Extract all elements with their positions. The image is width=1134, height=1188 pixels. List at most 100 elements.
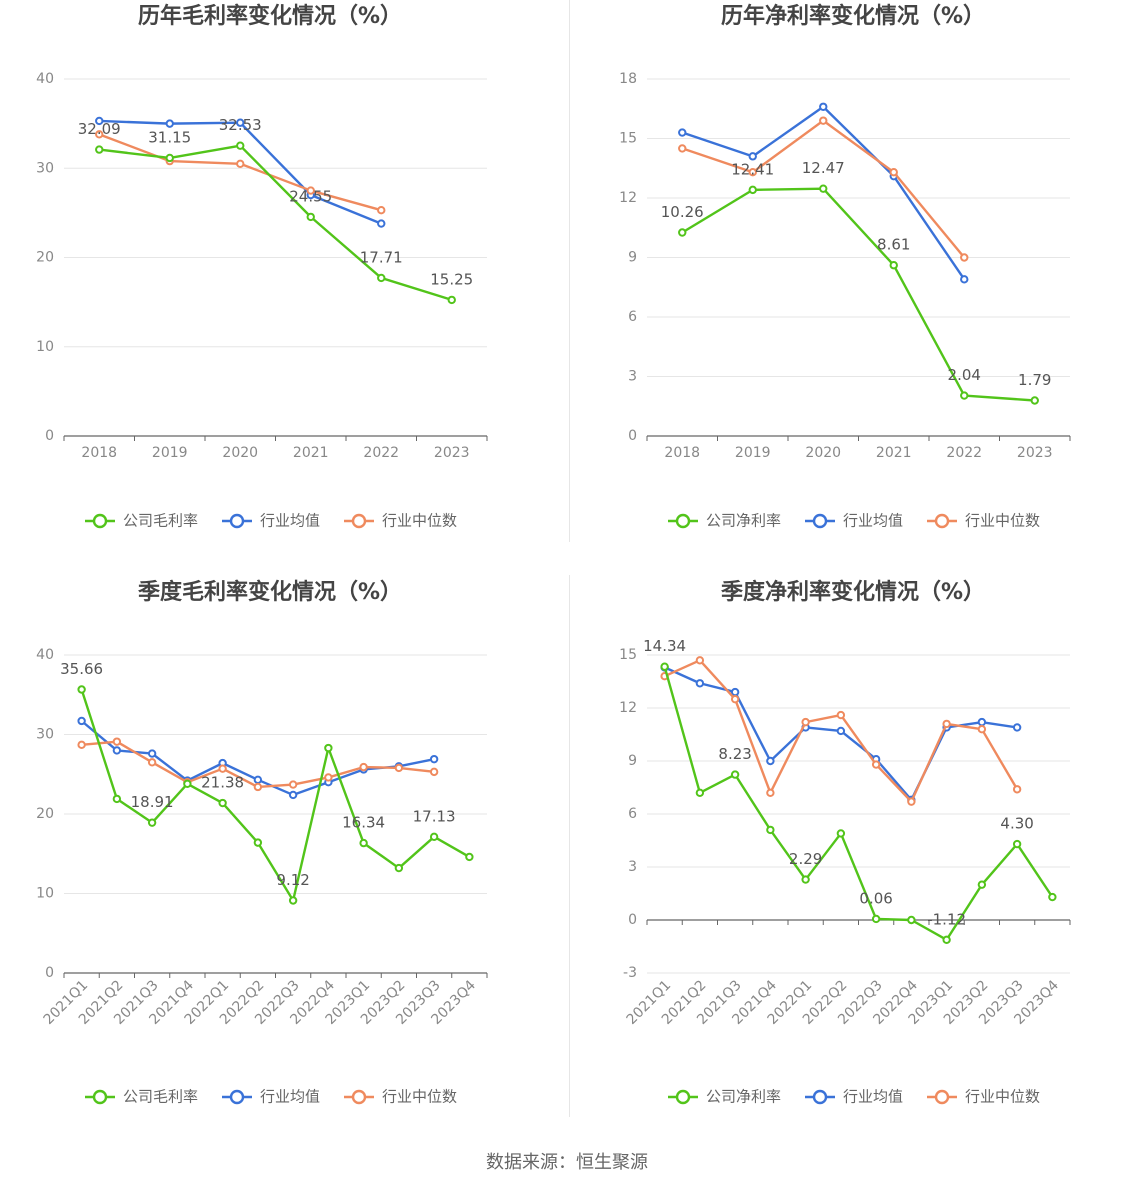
data-label: 17.13 (413, 807, 456, 825)
y-tick-label: 10 (36, 886, 54, 902)
y-tick-label: 12 (619, 190, 637, 206)
legend-marker (934, 1089, 950, 1105)
chart-1: 历年毛利率变化情况（%） 0 10 20 30 40 2018 2019 2020 2021 202… (36, 3, 488, 530)
x-tick-label: 2022 (363, 445, 399, 461)
data-point-2 (748, 168, 757, 177)
y-tick-label: 40 (36, 647, 54, 663)
data-point-2 (766, 788, 775, 798)
data-label: 10.26 (661, 203, 704, 221)
legend-marker (92, 1089, 108, 1105)
legend-item-1: 行业均值 (805, 1088, 903, 1106)
x-tick-label: 2023 (1017, 445, 1053, 461)
y-tick-label: 20 (36, 250, 54, 266)
x-tick-label: 2018 (81, 445, 117, 461)
legend-marker (92, 513, 108, 529)
data-point-2 (678, 144, 687, 153)
x-tick-label: 2019 (735, 445, 771, 461)
legend-marker (351, 513, 367, 529)
data-point-1 (1012, 723, 1022, 732)
chart-2: 历年净利率变化情况（%） 0 3 6 9 12 15 18 2018 2019 2020 2021 20… (619, 3, 1071, 530)
data-label: 16.34 (342, 814, 385, 832)
legend-marker (812, 513, 828, 529)
legend-label: 行业中位数 (965, 1088, 1040, 1106)
y-tick-label: 0 (628, 428, 637, 444)
legend-label: 行业均值 (843, 1088, 903, 1106)
data-point-2 (147, 758, 157, 767)
data-label: 35.66 (60, 660, 103, 678)
legend-label: 行业中位数 (382, 1088, 457, 1106)
data-point-0 (359, 838, 368, 848)
data-point-0 (836, 829, 846, 838)
legend-item-0: 公司毛利率 (85, 1088, 198, 1106)
data-point-0 (889, 261, 898, 270)
legend-item-1: 行业均值 (222, 512, 320, 530)
data-point-2 (112, 737, 122, 746)
y-tick-label: 40 (36, 71, 54, 87)
data-point-2 (942, 719, 951, 729)
data-point-0 (165, 153, 174, 163)
legend-item-2: 行业中位数 (927, 1088, 1040, 1106)
series-line-0 (663, 666, 1054, 941)
legend-item-0: 公司净利率 (668, 512, 781, 530)
data-point-0 (695, 788, 705, 798)
data-label: 2.29 (789, 850, 822, 868)
data-point-0 (288, 896, 298, 905)
data-label: 14.34 (643, 637, 686, 655)
data-point-1 (836, 726, 846, 736)
data-point-0 (819, 184, 828, 193)
data-point-2 (306, 186, 315, 195)
data-point-1 (288, 790, 298, 800)
y-tick-label: 10 (36, 339, 54, 355)
data-point-0 (678, 228, 687, 237)
data-label: 32.09 (78, 120, 121, 138)
y-tick-label: 0 (45, 965, 54, 981)
legend-item-1: 行业均值 (805, 512, 903, 530)
data-label: 2.04 (948, 366, 981, 384)
legend-label: 行业均值 (260, 512, 320, 530)
legend-marker (229, 513, 245, 529)
chart-title: 历年毛利率变化情况（%） (138, 3, 402, 29)
y-tick-label: 15 (619, 131, 637, 147)
data-point-0 (429, 832, 439, 842)
y-tick-label: 30 (36, 160, 54, 176)
x-tick-label: 2022 (946, 445, 982, 461)
data-point-0 (306, 212, 315, 222)
data-label: -1.12 (927, 910, 966, 928)
data-label: 9.12 (276, 871, 309, 889)
data-point-0 (960, 391, 969, 400)
y-tick-label: 12 (619, 700, 637, 716)
data-point-0 (766, 825, 775, 835)
legend-item-1: 行业均值 (222, 1088, 320, 1106)
y-tick-label: 30 (36, 727, 54, 743)
data-point-1 (678, 128, 687, 137)
data-point-0 (730, 770, 740, 779)
legend-item-2: 行业中位数 (927, 512, 1040, 530)
data-point-2 (889, 168, 898, 177)
data-label: 32.53 (219, 116, 262, 134)
data-point-2 (324, 773, 333, 782)
data-point-2 (695, 656, 705, 665)
data-point-0 (871, 914, 881, 924)
data-label: 4.30 (1000, 815, 1033, 833)
data-point-0 (236, 141, 245, 150)
data-label: 8.23 (718, 745, 751, 763)
data-point-1 (147, 749, 157, 758)
x-tick-label: 2023 (434, 445, 470, 461)
chart-title: 季度毛利率变化情况（%） (138, 579, 402, 605)
y-tick-label: 20 (36, 806, 54, 822)
data-point-0 (183, 779, 192, 788)
y-tick-label: 15 (619, 647, 637, 663)
data-label: 21.38 (201, 774, 244, 792)
data-point-2 (977, 725, 987, 734)
legend-item-0: 公司毛利率 (85, 512, 198, 530)
data-point-1 (977, 717, 987, 727)
y-tick-label: 9 (628, 753, 637, 769)
data-point-0 (95, 145, 104, 154)
data-point-2 (836, 710, 846, 720)
y-tick-label: -3 (623, 965, 637, 981)
data-point-1 (429, 754, 439, 764)
data-point-1 (377, 219, 386, 228)
y-tick-label: 0 (45, 428, 54, 444)
data-point-1 (165, 119, 174, 128)
data-point-2 (960, 253, 969, 262)
